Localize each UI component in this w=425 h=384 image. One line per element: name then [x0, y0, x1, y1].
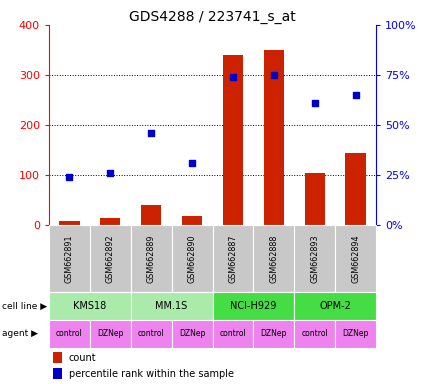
Text: DZNep: DZNep — [179, 329, 205, 338]
Text: GSM662887: GSM662887 — [229, 234, 238, 283]
Point — [189, 160, 196, 166]
Point — [312, 100, 318, 106]
Text: cell line ▶: cell line ▶ — [2, 301, 47, 311]
Text: DZNep: DZNep — [261, 329, 287, 338]
Bar — [59, 221, 79, 225]
Text: KMS18: KMS18 — [73, 301, 106, 311]
Text: GDS4288 / 223741_s_at: GDS4288 / 223741_s_at — [129, 10, 296, 23]
Bar — [305, 172, 325, 225]
Point — [270, 72, 277, 78]
Point — [230, 74, 236, 80]
Text: NCI-H929: NCI-H929 — [230, 301, 277, 311]
Text: count: count — [69, 353, 96, 363]
Text: control: control — [138, 329, 164, 338]
Text: GSM662889: GSM662889 — [147, 234, 156, 283]
Text: GSM662892: GSM662892 — [106, 234, 115, 283]
Bar — [182, 216, 202, 225]
Bar — [264, 50, 284, 225]
Point — [148, 130, 155, 136]
Text: DZNep: DZNep — [343, 329, 369, 338]
Text: MM.1S: MM.1S — [156, 301, 188, 311]
Bar — [346, 152, 366, 225]
Bar — [223, 55, 243, 225]
Bar — [100, 217, 120, 225]
Text: DZNep: DZNep — [97, 329, 123, 338]
Text: percentile rank within the sample: percentile rank within the sample — [69, 369, 234, 379]
Text: OPM-2: OPM-2 — [319, 301, 351, 311]
Text: agent ▶: agent ▶ — [2, 329, 38, 338]
Text: GSM662891: GSM662891 — [65, 234, 74, 283]
Point — [352, 92, 359, 98]
Text: control: control — [220, 329, 246, 338]
Text: GSM662894: GSM662894 — [351, 234, 360, 283]
Text: control: control — [301, 329, 328, 338]
Bar — [141, 205, 162, 225]
Point — [66, 174, 73, 180]
Text: GSM662888: GSM662888 — [269, 235, 278, 283]
Point — [107, 170, 113, 176]
Text: GSM662893: GSM662893 — [310, 234, 319, 283]
Text: control: control — [56, 329, 83, 338]
Text: GSM662890: GSM662890 — [187, 234, 196, 283]
